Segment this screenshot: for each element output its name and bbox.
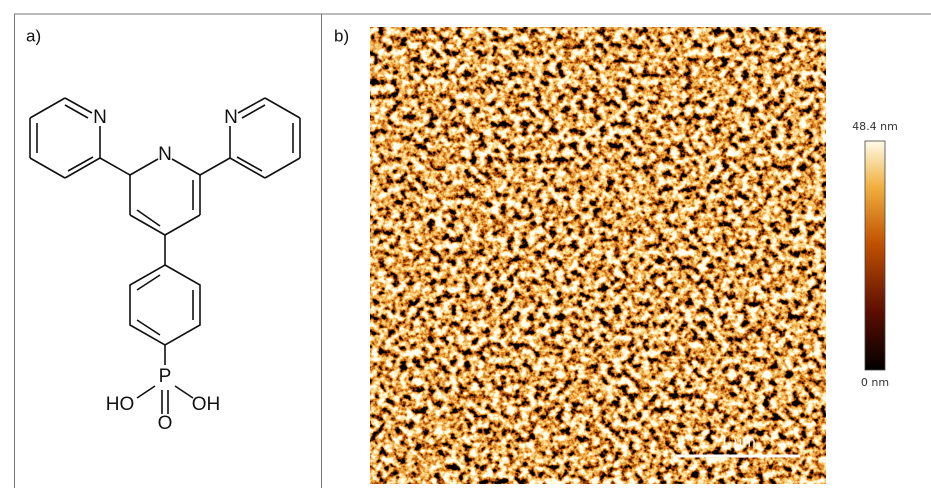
colorbar (865, 141, 885, 370)
colorbar-min-label: 0 nm (861, 376, 889, 389)
atom-label: OH (192, 394, 221, 415)
atom-label: P (159, 366, 172, 387)
panel-label: a) (26, 26, 41, 45)
afm-image (370, 27, 826, 484)
atom-label: N (224, 107, 238, 128)
atom-label: HO (106, 394, 135, 415)
atom-label: O (158, 413, 173, 434)
molecule-atoms: N N N P HO OH O (93, 107, 238, 434)
colorbar-max-label: 48.4 nm (852, 120, 898, 133)
atom-label: N (93, 107, 107, 128)
atom-label: N (158, 144, 172, 165)
figure: a) b) N N N P HO OH O 1 µm (0, 0, 931, 488)
scale-bar-label: 1 µm (720, 435, 756, 451)
panel-label: b) (334, 26, 349, 45)
